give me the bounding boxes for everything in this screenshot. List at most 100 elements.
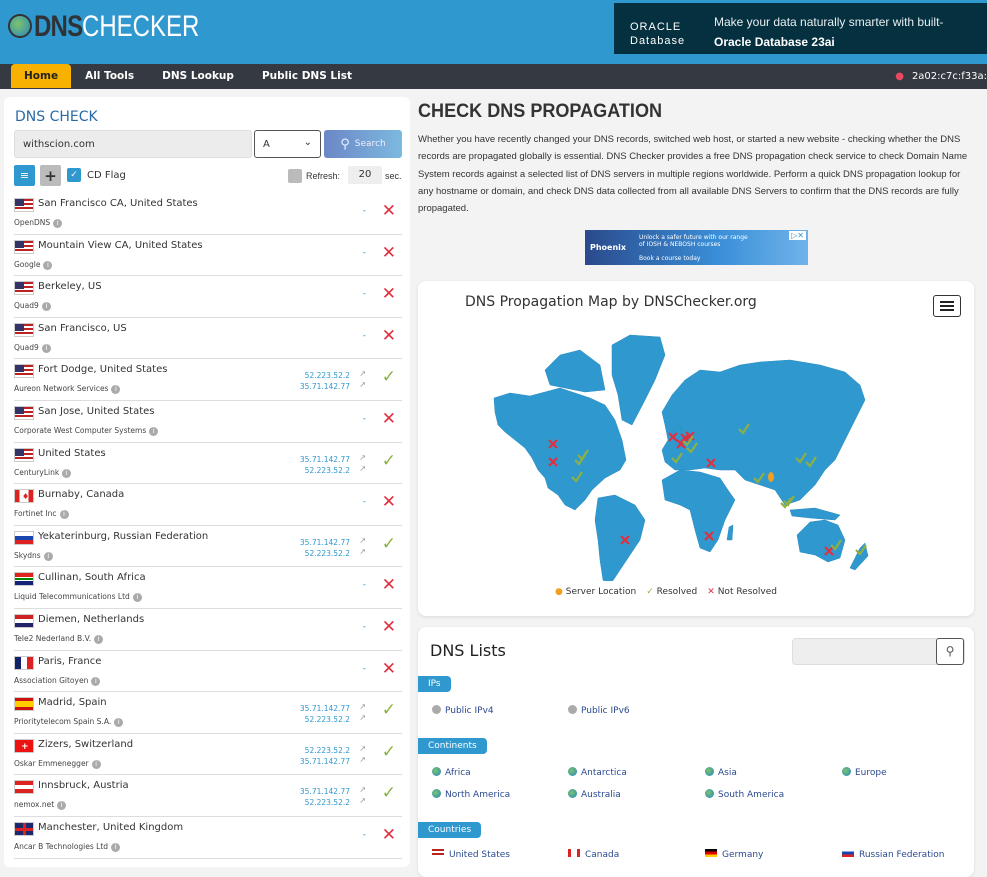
result-row: United States CenturyLink i 35.71.142.77 5… (14, 443, 402, 485)
ip-link[interactable]: 52.223.52.2 (304, 798, 350, 808)
info-icon[interactable]: i (114, 718, 124, 728)
not-resolved-marker[interactable] (668, 432, 678, 442)
refresh-interval-input[interactable]: 20 (348, 166, 382, 184)
dns-list-link[interactable]: Public IPv4 (432, 705, 494, 716)
flag-us-icon (14, 364, 34, 379)
dns-list-link[interactable]: North America (432, 789, 510, 800)
info-icon[interactable]: i (62, 468, 72, 478)
resolved-marker[interactable] (686, 442, 698, 454)
server-location-marker[interactable] (768, 472, 774, 482)
refresh-unit: sec. (385, 171, 402, 181)
resolved-marker[interactable] (671, 452, 683, 464)
dns-list-link[interactable]: South America (705, 789, 784, 800)
server-location: Cullinan, South Africa (38, 572, 146, 584)
ip-link[interactable]: 35.71.142.77 (299, 382, 350, 392)
search-button[interactable]: ⚲ Search (324, 130, 402, 158)
nav-home[interactable]: Home (11, 64, 72, 88)
map-menu-button[interactable] (933, 295, 961, 317)
not-resolved-marker[interactable] (824, 546, 834, 556)
info-icon[interactable]: i (43, 551, 53, 561)
phoenix-ad-banner[interactable]: Phoenix Unlock a safer future with our r… (585, 230, 808, 265)
external-link-icon[interactable]: ↗ ↗ (359, 785, 366, 806)
resolved-check-icon: ✓ (381, 533, 396, 554)
ip-link[interactable]: 52.223.52.2 (304, 745, 350, 755)
info-icon[interactable]: i (94, 634, 104, 644)
dns-list-link[interactable]: United States (432, 849, 510, 860)
info-icon[interactable]: i (91, 759, 101, 769)
ad-text: Unlock a safer future with our range of … (639, 234, 748, 248)
external-link-icon[interactable]: ↗ ↗ (359, 369, 366, 390)
info-icon[interactable]: i (53, 219, 63, 228)
resolved-marker[interactable] (783, 495, 795, 507)
dns-list-link[interactable]: Antarctica (568, 767, 627, 778)
resolved-marker[interactable] (795, 452, 807, 464)
resolved-marker[interactable] (855, 544, 867, 556)
resolved-marker[interactable] (682, 435, 694, 447)
resolved-marker[interactable] (830, 539, 842, 551)
nav-public-dns-list[interactable]: Public DNS List (261, 70, 352, 82)
ip-link[interactable]: 35.71.142.77 (299, 756, 350, 766)
ip-link[interactable]: 52.223.52.2 (304, 371, 350, 381)
cd-flag-checkbox[interactable]: ✓ (67, 168, 81, 182)
resolved-marker[interactable] (738, 423, 750, 435)
dns-list-link[interactable]: Germany (705, 849, 763, 860)
not-resolved-marker[interactable] (548, 439, 558, 449)
info-icon[interactable]: i (41, 302, 51, 312)
resolved-marker[interactable] (571, 471, 583, 483)
info-icon[interactable]: i (57, 801, 67, 811)
ip-link[interactable]: 52.223.52.2 (304, 465, 350, 475)
refresh-checkbox[interactable] (288, 169, 302, 183)
info-icon[interactable]: i (43, 260, 53, 270)
info-icon[interactable]: i (111, 842, 121, 852)
external-link-icon[interactable]: ↗ ↗ (359, 535, 366, 556)
resolved-check-icon: ✓ (381, 741, 396, 762)
info-icon[interactable]: i (41, 343, 51, 353)
dns-list-link[interactable]: Australia (568, 789, 621, 800)
dns-list-link[interactable]: Europe (842, 767, 887, 778)
sliders-settings-button[interactable]: ≡ (14, 165, 35, 186)
dns-list-link[interactable]: Asia (705, 767, 737, 778)
ip-link[interactable]: 52.223.52.2 (304, 715, 350, 725)
info-icon[interactable]: i (59, 510, 69, 520)
record-type-select[interactable]: A ⌄ (254, 130, 321, 158)
nav-all-tools[interactable]: All Tools (85, 70, 135, 82)
not-resolved-marker[interactable] (620, 535, 630, 545)
resolved-check-icon: ✓ (381, 700, 396, 721)
section-tag-countries: Countries (418, 822, 482, 838)
ip-link[interactable]: 35.71.142.77 (299, 787, 350, 797)
search-icon[interactable]: ⚲ (936, 638, 964, 665)
dns-lists-search-input[interactable]: ⚲ (792, 638, 965, 665)
domain-input[interactable] (14, 130, 252, 158)
ip-link[interactable]: 52.223.52.2 (304, 548, 350, 558)
add-server-button[interactable]: + (40, 165, 61, 186)
ip-link[interactable]: 35.71.142.77 (299, 454, 350, 464)
info-icon[interactable]: i (149, 426, 159, 436)
dns-list-link[interactable]: Russian Federation (842, 849, 944, 860)
info-icon[interactable]: i (91, 676, 101, 686)
external-link-icon[interactable]: ↗ ↗ (359, 743, 366, 764)
not-resolved-marker[interactable] (680, 433, 690, 443)
resolved-marker[interactable] (574, 454, 586, 466)
not-resolved-marker[interactable] (685, 431, 695, 441)
dnschecker-logo[interactable]: DNS CHECKER (8, 10, 229, 44)
ip-link[interactable]: 35.71.142.77 (299, 704, 350, 714)
no-ip: - (362, 497, 366, 508)
oracle-ad-banner[interactable]: ORACLE Database Make your data naturally … (614, 3, 987, 54)
not-resolved-marker[interactable] (704, 531, 714, 541)
dns-list-link[interactable]: Africa (432, 767, 471, 778)
ad-close-icon[interactable]: ▷✕ (789, 231, 806, 240)
nav-dns-lookup[interactable]: DNS Lookup (162, 70, 234, 82)
dns-list-link[interactable]: Canada (568, 849, 619, 860)
resolved-marker[interactable] (753, 472, 765, 484)
resolved-marker[interactable] (780, 497, 792, 509)
external-link-icon[interactable]: ↗ ↗ (359, 702, 366, 723)
dns-list-link[interactable]: Public IPv6 (568, 705, 630, 716)
globe-icon (842, 767, 851, 776)
external-link-icon[interactable]: ↗ ↗ (359, 452, 366, 473)
info-icon[interactable]: i (132, 593, 142, 603)
resolved-marker[interactable] (805, 456, 817, 468)
not-resolved-marker[interactable] (706, 458, 716, 468)
ip-link[interactable]: 35.71.142.77 (299, 537, 350, 547)
not-resolved-marker[interactable] (548, 457, 558, 467)
info-icon[interactable]: i (111, 385, 121, 395)
